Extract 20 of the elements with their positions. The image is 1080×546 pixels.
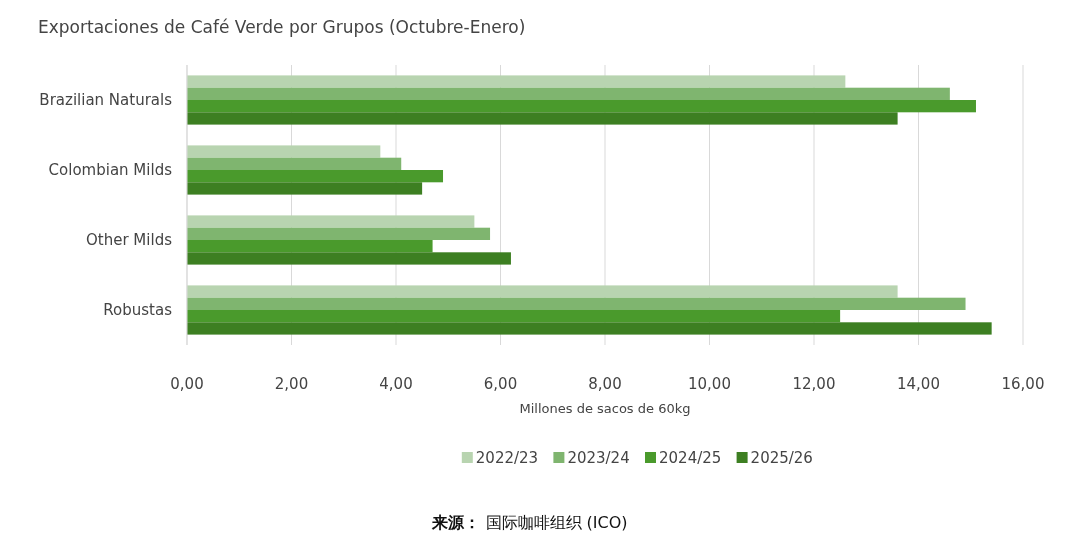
x-tick-label: 0,00 (170, 375, 204, 393)
x-tick-label: 2,00 (274, 375, 309, 393)
x-tick-label: 12,00 (792, 375, 836, 393)
legend-label: 2025/26 (750, 449, 813, 467)
x-tick-label: 14,00 (897, 375, 940, 393)
legend-label: 2024/25 (659, 449, 722, 467)
y-tick-label: Colombian Milds (48, 161, 173, 179)
y-tick-label: Robustas (103, 301, 173, 319)
x-tick-label: 10,00 (688, 375, 731, 393)
legend-label: 2023/24 (567, 449, 630, 467)
x-tick-label: 4,00 (379, 375, 413, 393)
y-tick-label: Brazilian Naturals (39, 91, 173, 109)
x-axis-title: Millones de sacos de 60kg (519, 401, 691, 416)
x-tick-label: 6,00 (483, 375, 518, 393)
x-tick-label: 16,00 (1001, 375, 1045, 393)
legend-label: 2022/23 (475, 449, 539, 467)
chart-title: Exportaciones de Café Verde por Grupos (Octubre-Enero) (38, 17, 526, 37)
x-tick-label: 8,00 (588, 375, 622, 393)
y-tick-label: Other Milds (86, 231, 173, 249)
text: 来源： 国际咖啡组织 (ICO) (431, 513, 628, 532)
